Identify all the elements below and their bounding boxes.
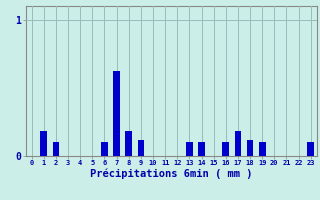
X-axis label: Précipitations 6min ( mm ): Précipitations 6min ( mm ) <box>90 169 252 179</box>
Bar <box>308 142 314 156</box>
Bar <box>138 140 144 156</box>
Bar <box>125 131 132 156</box>
Bar <box>113 71 120 156</box>
Bar <box>40 131 47 156</box>
Bar <box>101 142 108 156</box>
Bar <box>235 131 241 156</box>
Bar <box>247 140 253 156</box>
Bar <box>198 142 205 156</box>
Bar <box>52 142 59 156</box>
Bar <box>186 142 193 156</box>
Bar <box>259 142 266 156</box>
Bar <box>222 142 229 156</box>
